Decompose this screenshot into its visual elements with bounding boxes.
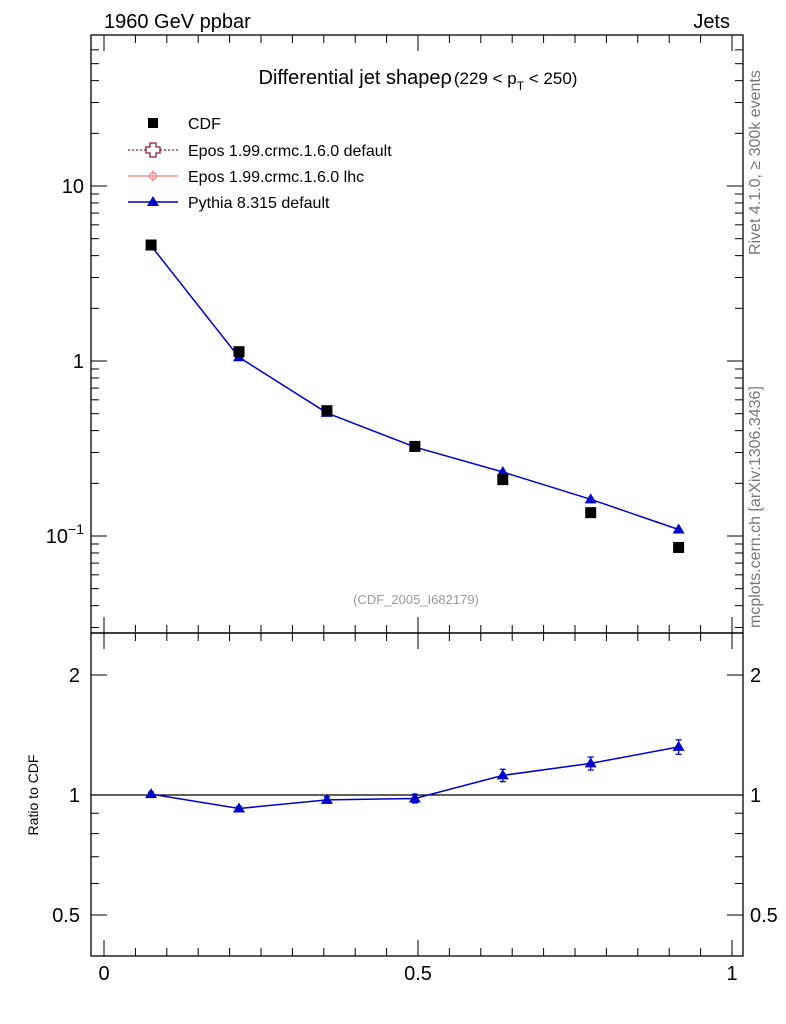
ratio-ytick-label-right: 1 <box>750 785 761 807</box>
pythia-point <box>672 523 685 534</box>
ratio-ytick-label-left: 1 <box>69 785 80 807</box>
ratio-pythia-point <box>233 802 246 813</box>
side-mcplots-label: mcplots.cern.ch [arXiv:1306.3436] <box>747 386 764 628</box>
pythia-point <box>584 493 597 504</box>
ratio-ylabel: Ratio to CDF <box>25 755 41 836</box>
ratio-ytick-label-left: 0.5 <box>52 905 80 927</box>
ratio-xtick-label: 1 <box>726 963 737 985</box>
pythia-line <box>150 245 679 531</box>
ratio-pythia-point <box>496 769 509 780</box>
cdf-point <box>233 346 245 358</box>
axis-ticks <box>91 35 743 956</box>
ratio-ytick-label-right: 0.5 <box>750 905 778 927</box>
plot-title-range-pre: (229 < p <box>454 69 517 88</box>
analysis-id-label: (CDF_2005_I682179) <box>353 592 479 607</box>
main-ytick-label: 10 <box>62 176 84 198</box>
header-group-label: Jets <box>693 11 730 33</box>
ratio-pythia-point <box>584 757 597 768</box>
main-ytick-label: 10−1 <box>46 521 84 548</box>
ratio-panel-series <box>91 739 743 813</box>
legend-epos-default-label: Epos 1.99.crmc.1.6.0 default <box>188 143 392 160</box>
cdf-point <box>409 440 421 452</box>
side-rivet-label: Rivet 4.1.0, ≥ 300k events <box>747 70 764 255</box>
plot-title-range-post: < 250) <box>524 69 577 88</box>
ratio-pythia-point <box>320 793 333 804</box>
legend-epos-default-marker <box>145 142 161 158</box>
header-energy-label: 1960 GeV ppbar <box>104 11 251 33</box>
main-ytick-label: 1 <box>73 351 84 373</box>
cdf-point <box>321 405 333 417</box>
main-panel-series <box>145 239 685 553</box>
legend-cdf-label: CDF <box>188 116 221 133</box>
legend-pythia-label: Pythia 8.315 default <box>188 195 330 212</box>
plot-title-range-sub: T <box>517 79 525 93</box>
ratio-xtick-label: 0.5 <box>404 963 432 985</box>
ratio-xtick-label: 0 <box>98 963 109 985</box>
legend: CDF Epos 1.99.crmc.1.6.0 default Epos 1.… <box>128 116 392 212</box>
plot-title-main: Differential jet shapeρ <box>259 67 452 89</box>
cdf-point <box>673 541 685 553</box>
plot-title: Differential jet shapeρ (229 < pT < 250) <box>259 67 578 93</box>
legend-epos-lhc-label: Epos 1.99.crmc.1.6.0 lhc <box>188 169 364 186</box>
ratio-pythia-point <box>145 788 158 799</box>
cdf-point <box>145 239 157 251</box>
cdf-point <box>497 474 509 486</box>
main-ytick-label-base: 10 <box>46 526 68 548</box>
pythia-point <box>496 466 509 477</box>
main-ytick-label-exp: −1 <box>68 521 84 537</box>
ratio-pythia-point <box>672 740 685 751</box>
legend-cdf-marker <box>148 118 158 128</box>
ratio-ytick-label-left: 2 <box>69 665 80 687</box>
cdf-point <box>585 507 597 519</box>
ratio-pythia-point <box>408 792 421 803</box>
legend-pythia-marker <box>147 196 159 206</box>
ratio-ytick-label-right: 2 <box>750 665 761 687</box>
